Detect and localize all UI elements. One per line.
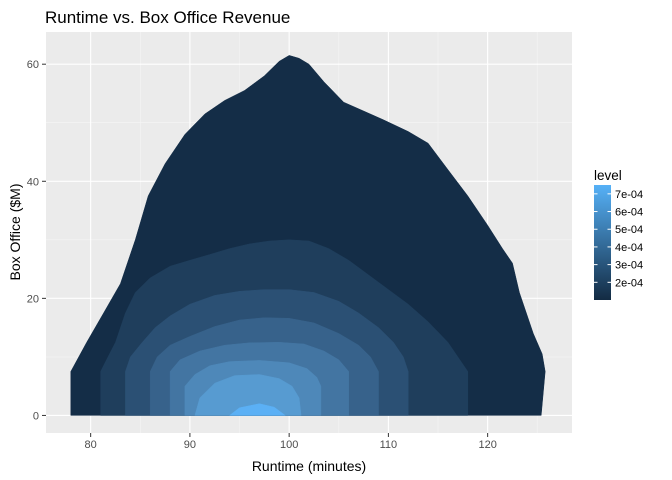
y-tick-label: 20 bbox=[27, 293, 39, 305]
contour-fills bbox=[70, 55, 546, 416]
axes: 80 90 100 110 120 0 20 40 60 bbox=[27, 59, 497, 451]
contour-band-7 bbox=[194, 374, 302, 416]
legend-title: level bbox=[594, 168, 622, 183]
legend-label: 3e-04 bbox=[615, 260, 643, 272]
x-tick-label: 80 bbox=[85, 439, 97, 451]
legend-ticks: 2e-04 3e-04 4e-04 5e-04 6e-04 7e-04 bbox=[594, 189, 643, 289]
legend-label: 7e-04 bbox=[615, 189, 643, 201]
contour-band-8 bbox=[228, 403, 286, 416]
legend-colorbar bbox=[594, 185, 611, 300]
chart-title: Runtime vs. Box Office Revenue bbox=[45, 8, 290, 27]
legend-label: 6e-04 bbox=[615, 207, 643, 219]
legend-label: 5e-04 bbox=[615, 224, 643, 236]
y-tick-label: 60 bbox=[27, 59, 39, 71]
x-tick-label: 110 bbox=[380, 439, 398, 451]
x-tick-label: 120 bbox=[478, 439, 496, 451]
x-tick-label: 100 bbox=[280, 439, 298, 451]
x-axis-title: Runtime (minutes) bbox=[252, 458, 366, 474]
y-axis-title: Box Office ($M) bbox=[7, 184, 23, 281]
y-tick-label: 0 bbox=[33, 410, 39, 422]
legend-label: 4e-04 bbox=[615, 242, 643, 254]
legend-label: 2e-04 bbox=[615, 277, 643, 289]
x-tick-label: 90 bbox=[184, 439, 196, 451]
y-tick-label: 40 bbox=[27, 176, 39, 188]
legend: level 2e-04 3e-04 4e-04 5e-04 6e-04 7e-04 bbox=[594, 168, 643, 300]
